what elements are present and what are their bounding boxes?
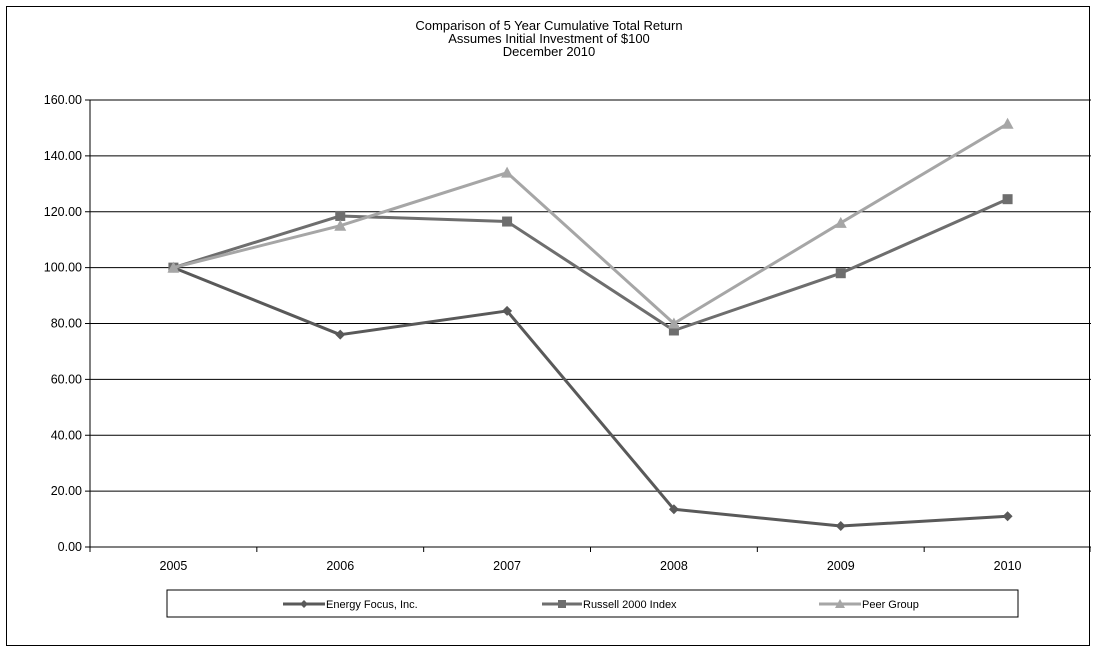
y-tick-label: 160.00	[44, 93, 82, 107]
data-point	[668, 504, 679, 515]
x-tick-label: 2008	[660, 559, 688, 573]
series-russell-2000-index	[168, 194, 1013, 336]
x-tick-label: 2009	[827, 559, 855, 573]
data-point	[835, 521, 846, 532]
data-point	[501, 166, 514, 178]
legend-entry: Energy Focus, Inc.	[283, 599, 418, 611]
series-line	[172, 266, 1008, 528]
chart-title-line-2: Assumes Initial Investment of $100	[448, 31, 650, 46]
chart-frame: Comparison of 5 Year Cumulative Total Re…	[6, 6, 1091, 646]
data-point	[334, 219, 347, 231]
chart-title-line-1: Comparison of 5 Year Cumulative Total Re…	[415, 18, 682, 33]
chart-title: Comparison of 5 Year Cumulative Total Re…	[415, 18, 682, 59]
y-tick-label: 40.00	[51, 428, 82, 442]
data-point	[335, 210, 346, 221]
y-tick-label: 120.00	[44, 205, 82, 219]
series-peer-group	[167, 117, 1014, 329]
x-tick-label: 2006	[326, 559, 354, 573]
chart-svg: Comparison of 5 Year Cumulative Total Re…	[44, 18, 1091, 618]
axes	[89, 100, 1091, 552]
legend-swatch-marker	[300, 600, 308, 608]
data-point	[668, 325, 679, 336]
x-tick-label: 2010	[994, 559, 1022, 573]
legend-label: Russell 2000 Index	[583, 599, 677, 611]
series-line	[173, 122, 1009, 325]
legend-entry: Peer Group	[819, 599, 919, 611]
chart-title-line-3: December 2010	[503, 44, 596, 59]
data-point	[834, 216, 847, 228]
x-tick-label: 2005	[160, 559, 188, 573]
data-point	[502, 305, 513, 316]
data-point	[667, 317, 680, 329]
y-tick-label: 0.00	[58, 540, 82, 554]
legend-label: Energy Focus, Inc.	[326, 599, 418, 611]
x-tick-labels: 2005 2006 2007 2008 2009 2010	[160, 559, 1022, 573]
gridlines	[85, 99, 1091, 548]
y-tick-label: 140.00	[44, 149, 82, 163]
series-line	[172, 197, 1009, 332]
legend: Energy Focus, Inc. Russell 2000 Index Peer…	[166, 589, 1019, 618]
data-point	[1001, 117, 1014, 129]
y-tick-label: 60.00	[51, 372, 82, 386]
legend-swatch-marker	[835, 599, 845, 608]
data-point	[335, 329, 346, 340]
data-point	[1002, 194, 1013, 205]
legend-swatch-marker	[558, 600, 566, 608]
series-lines	[167, 117, 1014, 532]
y-tick-label: 20.00	[51, 484, 82, 498]
data-point	[167, 261, 180, 273]
data-point	[502, 216, 513, 227]
y-tick-label: 100.00	[44, 261, 82, 275]
y-tick-labels: 0.00 20.00 40.00 60.00 80.00 100.00 120.00 140.…	[44, 93, 82, 554]
y-tick-label: 80.00	[51, 317, 82, 331]
data-point	[835, 268, 846, 279]
legend-label: Peer Group	[862, 599, 919, 611]
data-point	[1002, 511, 1013, 522]
x-tick-label: 2007	[493, 559, 521, 573]
legend-entry: Russell 2000 Index	[542, 599, 677, 611]
